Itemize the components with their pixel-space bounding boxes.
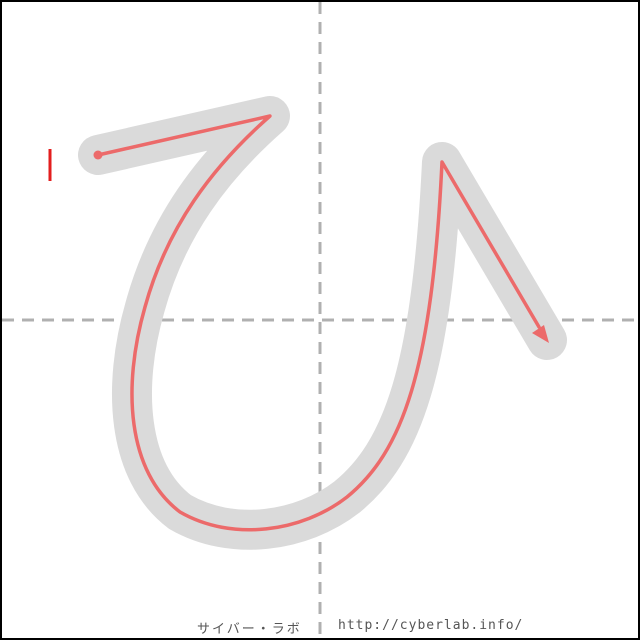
footer-url: http://cyberlab.info/ [338,618,524,633]
character-shadow-stroke [78,96,567,550]
footer: サイバー・ラボ http://cyberlab.info/ [2,614,638,638]
footer-site-name: サイバー・ラボ [197,622,302,637]
stroke-start-dot [93,150,103,160]
stroke-arrow-head [532,325,549,343]
stroke-path-1 [96,114,541,532]
